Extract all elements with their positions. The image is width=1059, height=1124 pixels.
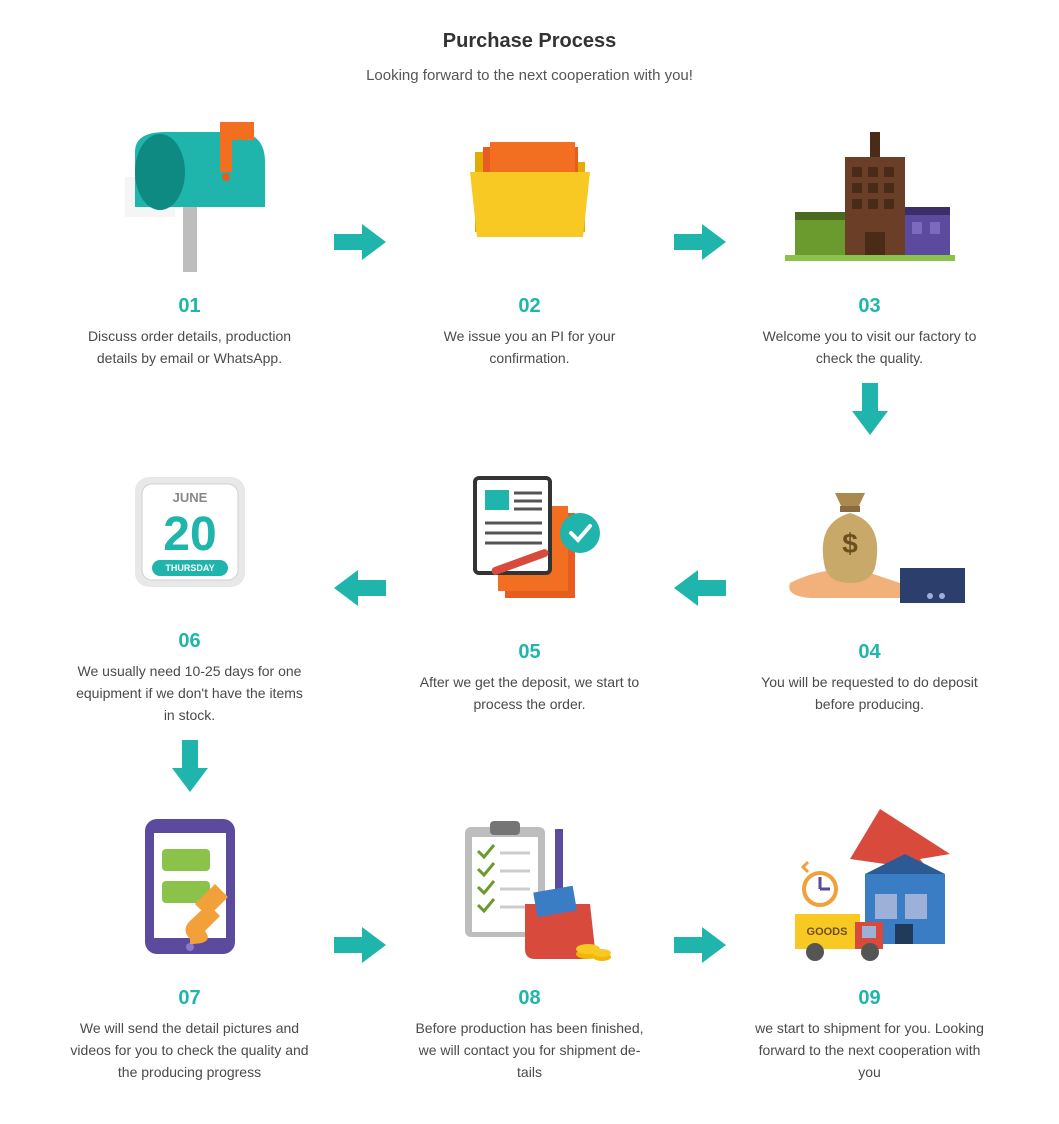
step-description: Before production has been finished, we … [410, 1018, 650, 1083]
process-grid: 01 Discuss order details, production det… [40, 114, 1019, 1084]
step-09: GOODS 09 we start to shipment for you. L… [740, 806, 1000, 1083]
svg-text:$: $ [842, 528, 858, 559]
step-description: We usually need 10-25 days for one equip… [70, 661, 310, 726]
checklist-icon [440, 806, 620, 971]
svg-text:GOODS: GOODS [806, 926, 847, 938]
svg-text:JUNE: JUNE [172, 490, 207, 505]
step-number: 02 [518, 295, 540, 318]
step-description: Welcome you to visit our factory to chec… [750, 326, 990, 369]
step-07: 07 We will send the detail pictures and … [60, 806, 320, 1083]
step-03: 03 Welcome you to visit our factory to c… [740, 114, 1000, 369]
step-06: JUNE 20 THURSDAY 06 We usually need 10-2… [60, 449, 320, 726]
arrow-right [660, 806, 740, 1083]
mailbox-icon [105, 114, 275, 279]
calendar-icon: JUNE 20 THURSDAY [120, 449, 260, 614]
step-description: Discuss order details, production detail… [70, 326, 310, 369]
arrow-right [320, 114, 400, 369]
step-04: $ 04 You will be requested to do deposit… [740, 460, 1000, 715]
factory-icon [780, 114, 960, 279]
folder-icon [455, 114, 605, 279]
step-description: After we get the deposit, we start to pr… [410, 672, 650, 715]
step-number: 06 [178, 630, 200, 653]
arrow-left [660, 449, 740, 726]
svg-text:20: 20 [163, 508, 216, 561]
step-number: 07 [178, 987, 200, 1010]
moneybag-icon: $ [770, 460, 970, 625]
step-08: 08 Before production has been finished, … [400, 806, 660, 1083]
header: Purchase Process Looking forward to the … [40, 30, 1019, 84]
step-number: 05 [518, 641, 540, 664]
page-title: Purchase Process [40, 30, 1019, 53]
step-number: 04 [858, 641, 880, 664]
shipping-icon: GOODS [770, 806, 970, 971]
step-description: We issue you an PI for your confirmation… [410, 326, 650, 369]
page-subtitle: Looking forward to the next cooperation … [40, 67, 1019, 84]
arrow-left [320, 449, 400, 726]
step-01: 01 Discuss order details, production det… [60, 114, 320, 369]
document-icon [450, 460, 610, 625]
step-description: You will be requested to do deposit befo… [750, 672, 990, 715]
step-02: 02 We issue you an PI for your confirmat… [400, 114, 660, 369]
step-number: 08 [518, 987, 540, 1010]
tablet-icon [120, 806, 260, 971]
arrow-down [740, 383, 1000, 435]
arrow-right [320, 806, 400, 1083]
step-05: 05 After we get the deposit, we start to… [400, 460, 660, 715]
step-number: 09 [858, 987, 880, 1010]
arrow-right [660, 114, 740, 369]
arrow-down [60, 740, 320, 792]
svg-text:THURSDAY: THURSDAY [165, 563, 214, 573]
step-number: 01 [178, 295, 200, 318]
step-description: We will send the detail pictures and vid… [70, 1018, 310, 1083]
step-description: we start to shipment for you. Looking fo… [750, 1018, 990, 1083]
step-number: 03 [858, 295, 880, 318]
